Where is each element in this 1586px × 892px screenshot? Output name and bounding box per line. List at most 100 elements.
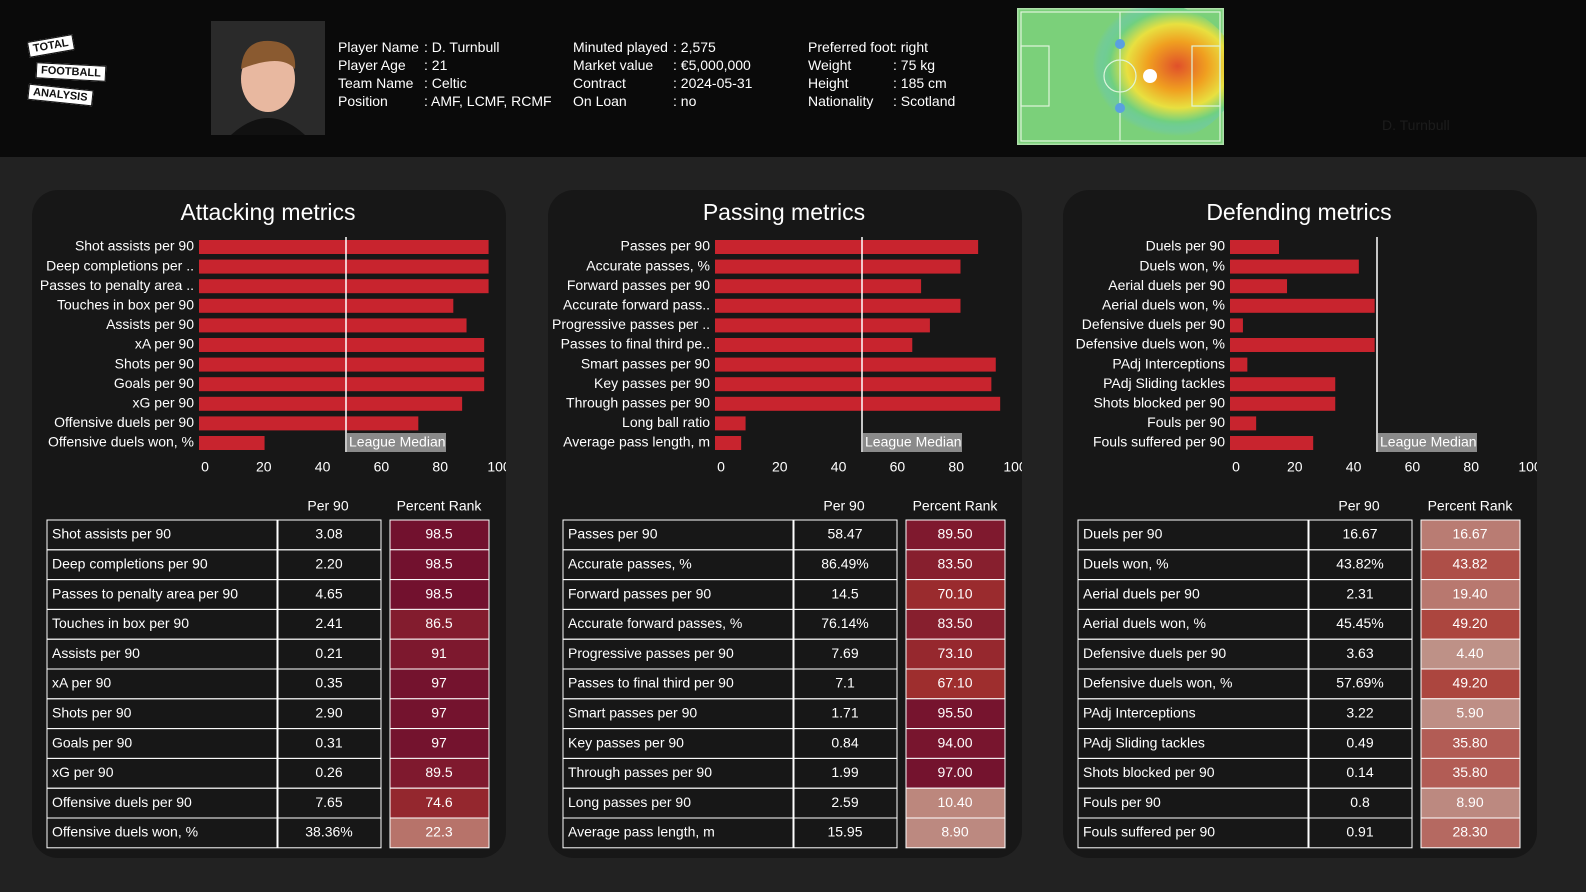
table-text: Offensive duels won, % [52,824,198,840]
table-text: 83.50 [937,615,972,631]
median-label-bg [863,433,962,452]
bar-label: Accurate passes, % [586,257,710,273]
median-label: League Median [1380,434,1477,450]
bar-label: Through passes per 90 [566,395,710,411]
x-tick-label: 100 [1518,459,1537,475]
info-label: Weight [808,57,852,73]
table-text: 0.49 [1346,734,1373,750]
bar [1230,259,1359,274]
table-text: 2.59 [831,794,858,810]
table-header: Per 90 [307,498,348,514]
table-text: 73.10 [937,645,972,661]
table-text: Passes to penalty area per 90 [52,585,238,601]
bar [715,298,961,313]
table-header: Per 90 [823,498,864,514]
table-header: Percent Rank [1428,498,1514,514]
median-label-bg [347,433,446,452]
rank-cell [1420,757,1521,789]
bar [199,279,489,294]
table-text: 38.36% [305,824,352,840]
header: TOTAL FOOTBALL ANALYSIS D. Turnbull Play… [0,0,1586,157]
table-text: 7.1 [835,675,855,691]
info-value: : 2,575 [673,39,716,55]
x-tick-label: 60 [374,459,390,475]
table-text: Duels per 90 [1083,526,1163,542]
x-tick-label: 20 [256,459,272,475]
table-text: 98.5 [425,585,452,601]
x-tick-label: 60 [890,459,906,475]
info-label: On Loan [573,93,627,109]
bar [1230,396,1336,411]
table-text: 0.91 [1346,824,1373,840]
table-text: 43.82 [1452,556,1487,572]
table-text: 97 [431,705,447,721]
bar [715,318,930,333]
rank-cell [905,579,1006,610]
bar [1230,240,1280,254]
table-text: 22.3 [425,824,452,840]
rank-cell [1420,638,1521,670]
bar-label: Goals per 90 [114,375,194,391]
bar [715,377,992,392]
table-text: 97.00 [937,764,972,780]
bar [199,259,489,274]
table-text: 89.5 [425,764,452,780]
table-text: 16.67 [1452,526,1487,542]
bar-label: Assists per 90 [106,316,194,332]
x-tick-label: 100 [1003,459,1022,475]
bar [1230,318,1243,333]
table-text: 89.50 [937,526,972,542]
panel: Defending metrics Duels per 90 Duels won, … [1063,190,1542,858]
bar [715,416,746,431]
table-text: 86.49% [821,556,868,572]
player-photo [211,21,325,135]
info-label: Nationality [808,93,874,109]
bar [1230,338,1375,352]
table-text: 3.08 [315,526,342,542]
bar-label: Accurate forward pass.. [563,297,710,313]
x-tick-label: 40 [1346,459,1362,475]
table-text: 45.45% [1336,615,1383,631]
bar [715,259,961,274]
rank-cell [905,698,1006,730]
table-text: 57.69% [1336,675,1383,691]
table-text: Passes to final third per 90 [568,675,734,691]
rank-cell [389,728,490,759]
table-text: 4.65 [315,585,342,601]
bar [715,436,742,450]
table-text: PAdj Interceptions [1083,705,1196,721]
table-text: xA per 90 [52,675,111,691]
watermark: D. Turnbull [1382,117,1450,133]
table-text: 0.31 [315,734,342,750]
bar [715,338,913,352]
x-tick-label: 0 [717,459,725,475]
bar-label: Offensive duels per 90 [54,414,194,430]
bar-label: PAdj Interceptions [1112,355,1225,371]
table-text: 3.22 [1346,705,1373,721]
rank-cell [905,787,1006,819]
rank-cell [905,608,1006,640]
table-text: 35.80 [1452,734,1487,750]
table-text: Shots blocked per 90 [1083,764,1215,780]
table-text: Defensive duels per 90 [1083,645,1226,661]
bar-label: Passes to final third pe.. [561,336,710,352]
bar-label: xA per 90 [135,336,194,352]
table-text: 19.40 [1452,585,1487,601]
x-tick-label: 80 [948,459,964,475]
table-text: 76.14% [821,615,868,631]
table-text: Shot assists per 90 [52,526,171,542]
table-cell [793,817,898,849]
table-text: 98.5 [425,556,452,572]
table-text: Passes per 90 [568,526,658,542]
info-value: : no [673,93,697,109]
info-value: : Scotland [893,93,956,109]
rank-cell [1420,817,1521,849]
rank-cell [1420,608,1521,640]
table-text: 15.95 [827,824,862,840]
table-text: Duels won, % [1083,556,1169,572]
table-text: 1.71 [831,705,858,721]
table-text: Fouls per 90 [1083,794,1161,810]
table-text: 83.50 [937,556,972,572]
table-text: Progressive passes per 90 [568,645,734,661]
